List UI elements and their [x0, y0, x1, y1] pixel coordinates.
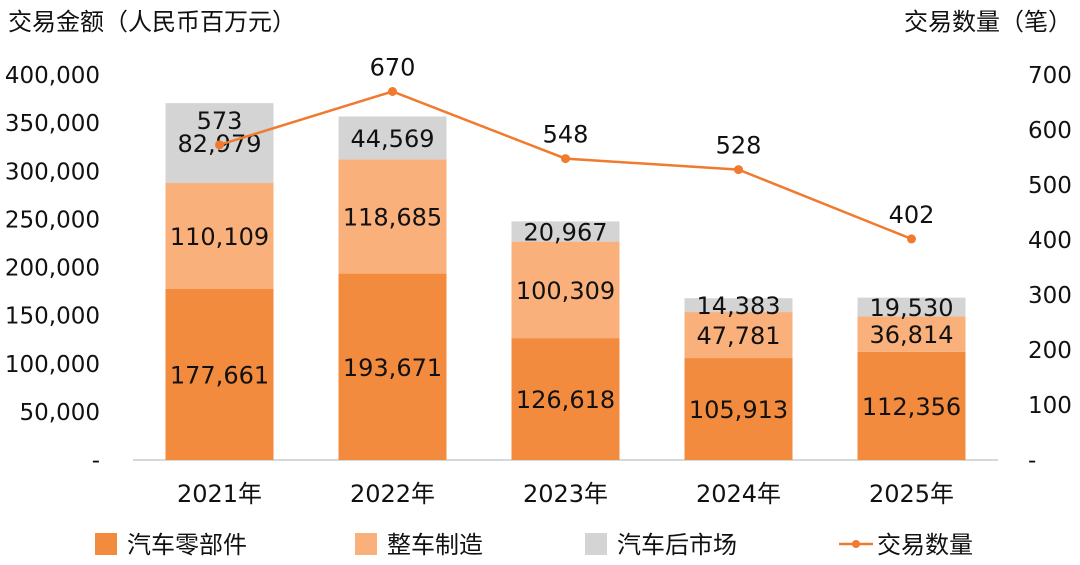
line-point — [734, 165, 743, 175]
left-tick-label: 300,000 — [5, 159, 100, 185]
bar-data-label: 193,671 — [343, 354, 442, 382]
left-tick-label: 50,000 — [20, 400, 100, 426]
right-tick-label: 600 — [1028, 118, 1072, 144]
bar-data-label: 118,685 — [343, 203, 442, 231]
left-tick-label: 100,000 — [5, 352, 100, 378]
bar-data-label: 126,618 — [516, 386, 615, 414]
bar-data-label: 177,661 — [170, 362, 269, 390]
bar-segment — [684, 358, 793, 460]
bar-data-label: 110,109 — [170, 223, 269, 251]
left-tick-label: 150,000 — [5, 304, 100, 330]
bar-data-label: 105,913 — [689, 396, 788, 424]
right-axis-title: 交易数量（笔） — [904, 8, 1072, 36]
legend-swatch — [95, 533, 117, 555]
bar-segment — [511, 241, 620, 339]
right-tick-label: - — [1028, 448, 1036, 474]
bar-segment — [165, 183, 274, 290]
right-tick-label: 500 — [1028, 173, 1072, 199]
bar-segment — [857, 316, 966, 352]
line-point — [907, 234, 916, 244]
right-tick-label: 700 — [1028, 63, 1072, 89]
bar-segment — [338, 159, 447, 274]
bar-segment — [165, 289, 274, 460]
bar-segment — [857, 351, 966, 460]
legend-label: 汽车后市场 — [617, 531, 737, 559]
right-tick-label: 200 — [1028, 338, 1072, 364]
bar-data-label: 36,814 — [870, 321, 954, 349]
legend-swatch — [585, 533, 607, 555]
bar-segment — [684, 298, 793, 313]
right-tick-label: 400 — [1028, 228, 1072, 254]
bar-segment — [338, 116, 447, 160]
line-point — [215, 140, 224, 150]
right-tick-label: 100 — [1028, 393, 1072, 419]
bar-data-label: 47,781 — [697, 322, 781, 350]
bar-segment — [684, 312, 793, 359]
right-tick-label: 300 — [1028, 283, 1072, 309]
legend-label: 交易数量 — [877, 531, 973, 559]
line-data-label: 670 — [370, 54, 416, 82]
legend: 汽车零部件 整车制造 汽车后市场 交易数量 — [95, 531, 973, 559]
bar-data-label: 20,967 — [524, 218, 608, 246]
legend-label: 整车制造 — [387, 531, 483, 559]
line-data-label: 402 — [889, 201, 935, 229]
x-tick-label: 2024年 — [696, 480, 781, 508]
bar-segment — [511, 221, 620, 242]
line-point — [561, 154, 570, 164]
bar-segment — [857, 297, 966, 317]
bar-segment — [511, 338, 620, 460]
x-tick-label: 2021年 — [177, 480, 262, 508]
x-tick-label: 2025年 — [869, 480, 954, 508]
line-data-label: 573 — [197, 107, 243, 135]
left-tick-label: 250,000 — [5, 207, 100, 233]
bar-data-label: 100,309 — [516, 277, 615, 305]
left-axis-title: 交易金额（人民币百万元） — [8, 8, 296, 36]
left-tick-label: - — [92, 448, 100, 474]
legend-marker — [852, 540, 860, 548]
line-series — [219, 90, 912, 241]
line-data-label: 528 — [716, 132, 762, 160]
bar-segment — [338, 273, 447, 460]
bar-data-label: 44,569 — [351, 125, 435, 153]
legend-label: 汽车零部件 — [127, 531, 247, 559]
x-tick-label: 2023年 — [523, 480, 608, 508]
x-tick-label: 2022年 — [350, 480, 435, 508]
left-tick-label: 200,000 — [5, 256, 100, 282]
line-point — [388, 87, 397, 96]
left-tick-label: 350,000 — [5, 111, 100, 137]
plot-area: - 50,000 100,000 150,000 200,000 250,000 300,0… — [5, 54, 1072, 509]
legend-swatch — [355, 533, 377, 555]
bar-data-label: 14,383 — [697, 292, 781, 320]
line-data-label: 548 — [543, 121, 589, 149]
bar-data-label: 112,356 — [862, 393, 961, 421]
left-tick-label: 400,000 — [5, 63, 100, 89]
bar-data-label: 19,530 — [870, 294, 954, 322]
